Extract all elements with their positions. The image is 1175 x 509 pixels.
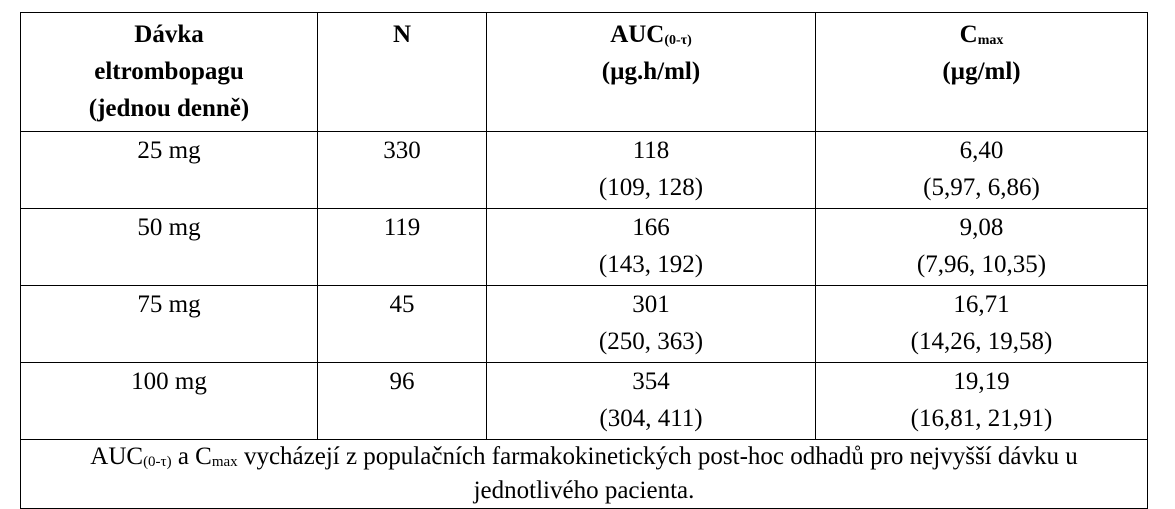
n-cell: 45 xyxy=(317,285,487,363)
header-cmax-sub: max xyxy=(977,33,1004,48)
cmax-ci: (5,97, 6,86) xyxy=(923,174,1040,201)
table-row: 50 mg 119 166 (143, 192) 9,08 (7,96, 10,… xyxy=(20,208,1148,286)
footnote-row: AUC(0-τ) a Cmax vycházejí z populačních … xyxy=(20,439,1148,509)
auc-cell: 166 (143, 192) xyxy=(486,208,816,286)
footnote-auc: AUC xyxy=(90,443,144,470)
footnote-text: vycházejí z populačních farmakokinetický… xyxy=(237,443,1078,504)
cmax-value: 6,40 xyxy=(959,137,1004,164)
auc-cell: 118 (109, 128) xyxy=(486,131,816,209)
header-cmax-label: Cmax xyxy=(822,16,1141,53)
dose-cell: 75 mg xyxy=(20,285,318,363)
header-n-label: N xyxy=(392,21,412,48)
header-auc-main: AUC xyxy=(610,21,665,48)
auc-cell: 354 (304, 411) xyxy=(486,362,816,440)
cmax-value: 16,71 xyxy=(953,291,1010,318)
auc-value: 118 xyxy=(632,137,670,164)
cmax-ci: (7,96, 10,35) xyxy=(916,251,1047,278)
header-dose-line2: eltrombopagu xyxy=(94,58,244,85)
footnote: AUC(0-τ) a Cmax vycházejí z populačních … xyxy=(20,439,1148,509)
auc-value: 166 xyxy=(632,214,670,241)
header-row: Dávka eltrombopagu (jednou denně) N AUC(… xyxy=(20,12,1148,132)
header-cmax-unit: (µg/ml) xyxy=(942,58,1021,85)
header-cmax-main: C xyxy=(959,21,978,48)
auc-value: 354 xyxy=(632,368,670,395)
auc-ci: (250, 363) xyxy=(598,328,704,355)
footnote-cmax-sub: max xyxy=(211,454,238,470)
auc-cell: 301 (250, 363) xyxy=(486,285,816,363)
cmax-cell: 6,40 (5,97, 6,86) xyxy=(815,131,1148,209)
table-row: 75 mg 45 301 (250, 363) 16,71 (14,26, 19… xyxy=(20,285,1148,363)
pk-table: Dávka eltrombopagu (jednou denně) N AUC(… xyxy=(20,12,1148,509)
cmax-value: 19,19 xyxy=(953,368,1010,395)
header-auc-sub: (0-τ) xyxy=(664,33,692,48)
cmax-cell: 16,71 (14,26, 19,58) xyxy=(815,285,1148,363)
header-auc-unit: (µg.h/ml) xyxy=(601,58,701,85)
footnote-auc-sub: (0-τ) xyxy=(143,454,172,470)
auc-ci: (143, 192) xyxy=(598,251,704,278)
n-cell: 119 xyxy=(317,208,487,286)
header-dose: Dávka eltrombopagu (jednou denně) xyxy=(20,12,318,132)
header-cmax: Cmax (µg/ml) xyxy=(815,12,1148,132)
header-dose-line1: Dávka xyxy=(134,21,204,48)
table-row: 100 mg 96 354 (304, 411) 19,19 (16,81, 2… xyxy=(20,362,1148,440)
cmax-ci: (14,26, 19,58) xyxy=(910,328,1053,355)
cmax-value: 9,08 xyxy=(959,214,1004,241)
table-row: 25 mg 330 118 (109, 128) 6,40 (5,97, 6,8… xyxy=(20,131,1148,209)
cmax-cell: 9,08 (7,96, 10,35) xyxy=(815,208,1148,286)
auc-ci: (109, 128) xyxy=(598,174,704,201)
header-auc-label: AUC(0-τ) xyxy=(493,16,809,53)
dose-cell: 25 mg xyxy=(20,131,318,209)
header-auc: AUC(0-τ) (µg.h/ml) xyxy=(486,12,816,132)
auc-value: 301 xyxy=(632,291,670,318)
footnote-mid: a C xyxy=(171,443,212,470)
cmax-ci: (16,81, 21,91) xyxy=(910,405,1053,432)
dose-cell: 50 mg xyxy=(20,208,318,286)
n-cell: 96 xyxy=(317,362,487,440)
header-n: N xyxy=(317,12,487,132)
n-cell: 330 xyxy=(317,131,487,209)
header-dose-line3: (jednou denně) xyxy=(88,95,250,122)
dose-cell: 100 mg xyxy=(20,362,318,440)
cmax-cell: 19,19 (16,81, 21,91) xyxy=(815,362,1148,440)
auc-ci: (304, 411) xyxy=(599,405,703,432)
